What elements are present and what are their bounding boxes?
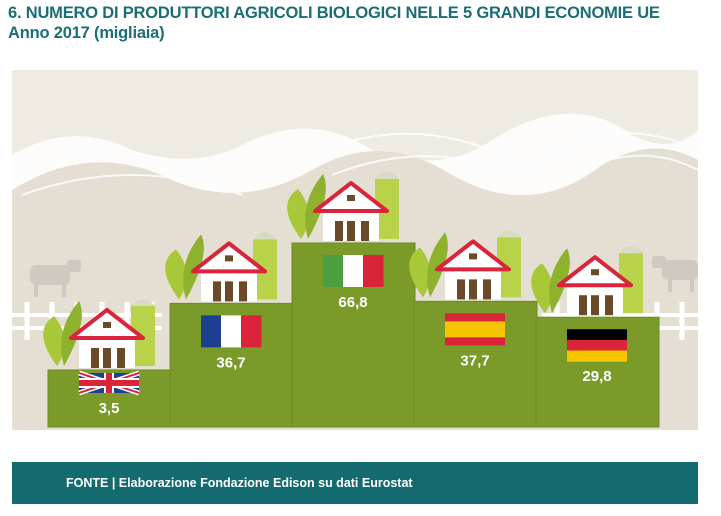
door [605,295,613,316]
leaf-icon [287,189,309,239]
bar-outline [535,316,660,428]
door [361,221,369,241]
leaf-icon [549,248,570,314]
attic-window [347,195,355,201]
cow-left [30,260,81,297]
leaf-icon [165,249,187,300]
value-label: 29,8 [582,368,611,385]
door [239,281,247,302]
value-label: 3,5 [99,400,120,417]
attic-window [469,253,477,260]
door [483,279,491,300]
source-text: FONTE | Elaborazione Fondazione Edison s… [66,476,413,490]
leaf-icon [61,300,82,366]
farm-illustration [165,232,277,302]
door [335,221,343,241]
silo-dome [131,298,155,306]
value-label: 37,7 [460,352,489,369]
door [457,279,465,300]
door [213,281,221,302]
silo-dome [375,172,399,179]
chart-subtitle: Anno 2017 (migliaia) [8,24,165,42]
door [103,347,111,368]
source-footer: FONTE | Elaborazione Fondazione Edison s… [12,462,698,504]
germany-flag-icon [567,329,627,362]
chart-area: 3,5 36,7 66,8 37,7 29,8 [12,70,698,430]
leaf-icon [531,263,553,314]
attic-window [103,321,111,328]
door [469,279,477,300]
door [579,295,587,316]
door [117,347,125,368]
uk-flag-icon [78,370,140,396]
leaf-icon [43,315,65,366]
spain-flag-icon [445,313,505,346]
value-label: 66,8 [338,294,367,311]
farm-illustration [409,230,521,300]
leaf-icon [427,232,448,298]
silo-dome [497,230,521,238]
chart-title: 6. NUMERO DI PRODUTTORI AGRICOLI BIOLOGI… [8,4,660,22]
field-lines [12,132,698,196]
value-label: 36,7 [216,354,245,371]
door [347,221,355,241]
attic-window [225,255,233,262]
silo-dome [619,246,643,254]
door [91,347,99,368]
attic-window [591,269,599,276]
france-flag-icon [201,315,262,348]
bars-group: 3,5 36,7 66,8 37,7 29,8 [43,172,660,428]
farm-illustration [287,172,399,241]
door [225,281,233,302]
door [591,295,599,316]
leaf-icon [183,234,204,300]
leaf-icon [409,247,431,298]
farm-illustration [43,298,155,368]
italy-flag-icon [323,255,384,287]
silo-dome [253,232,277,240]
leaf-icon [305,174,326,239]
farm-illustration [531,246,643,316]
cow-right [652,256,698,292]
